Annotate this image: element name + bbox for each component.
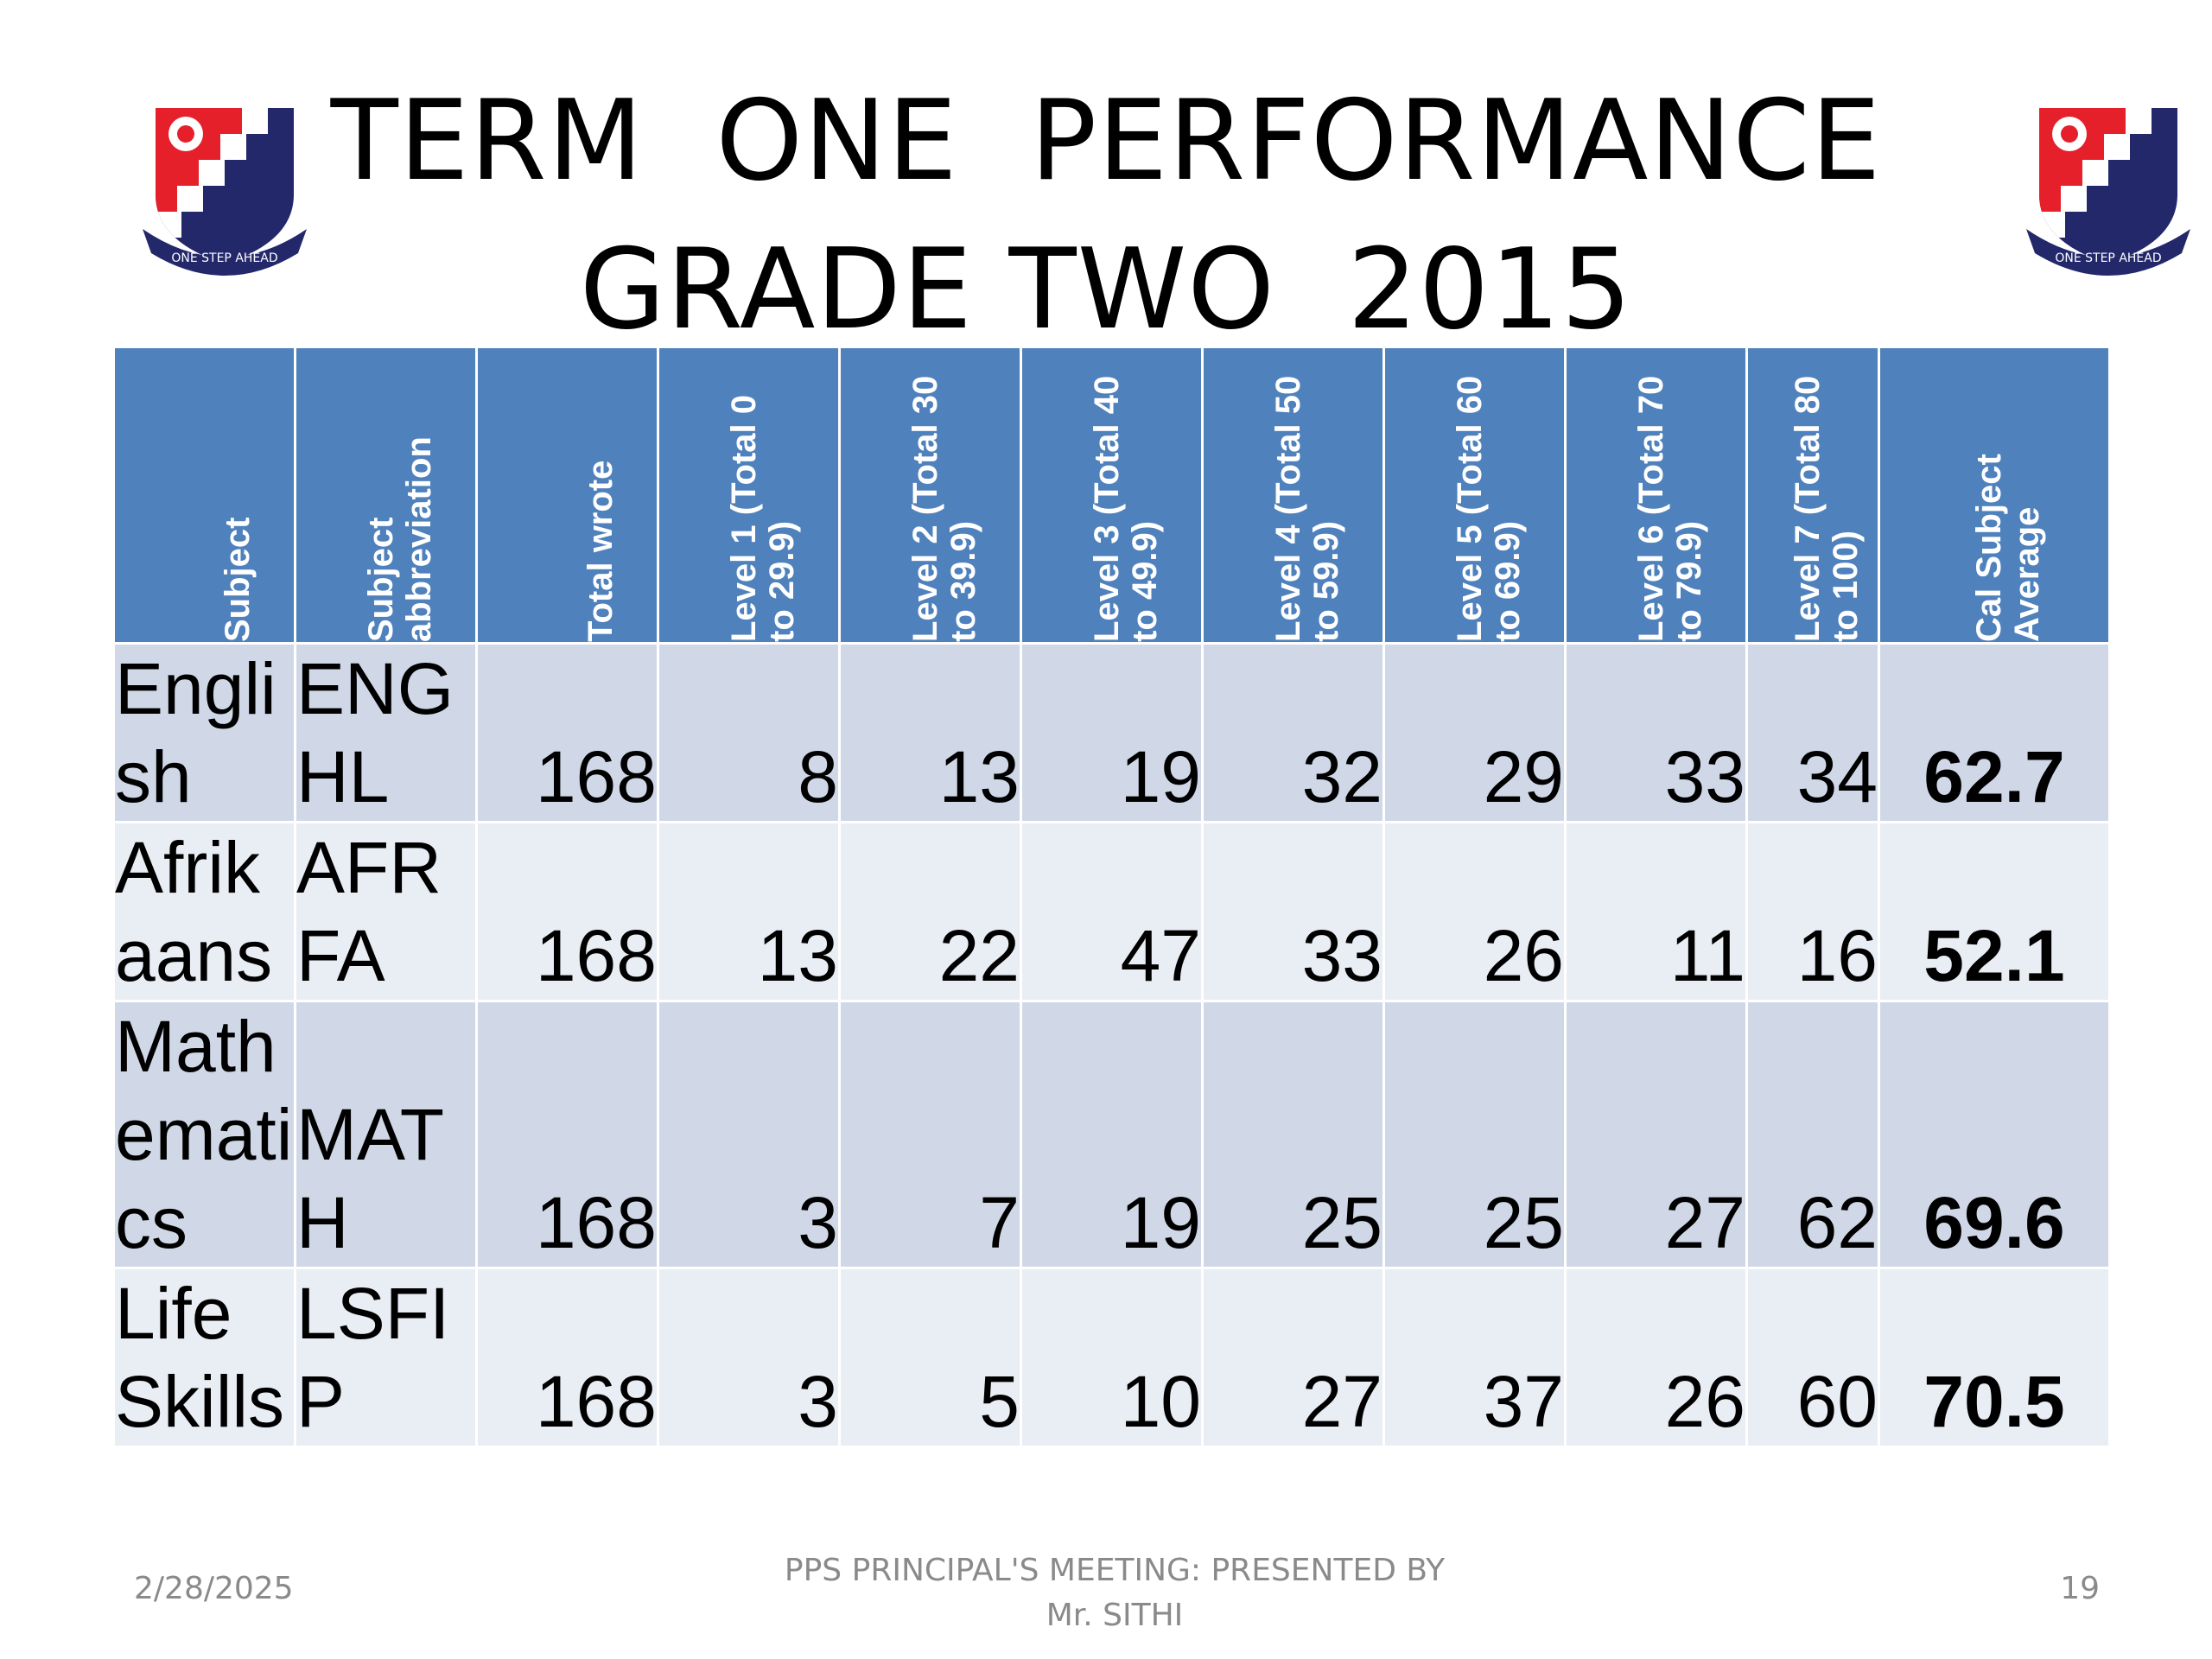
cell-level-4: 25 xyxy=(1204,1002,1382,1267)
school-crest-logo-right: ONE STEP AHEAD xyxy=(2026,108,2190,276)
cell-level-4: 33 xyxy=(1204,823,1382,1000)
header-cal-subject-average: Cal Subject Average xyxy=(1880,348,2108,642)
cell-level-6: 33 xyxy=(1567,645,1745,821)
footer-page-number: 19 xyxy=(2060,1571,2100,1606)
cell-subject-average: 52.1 xyxy=(1880,823,2108,1000)
cell-level-1: 13 xyxy=(659,823,838,1000)
header-subject: Subject xyxy=(115,348,294,642)
cell-abbreviation: LSFIP xyxy=(296,1269,475,1446)
cell-level-2: 7 xyxy=(841,1002,1020,1267)
cell-level-1: 3 xyxy=(659,1002,838,1267)
cell-level-3: 19 xyxy=(1022,645,1201,821)
cell-level-7: 16 xyxy=(1748,823,1878,1000)
cell-level-6: 26 xyxy=(1567,1269,1745,1446)
table-row-mathematics: Mathematics MATH 168 3 7 19 25 25 27 62 … xyxy=(115,1002,2108,1267)
header-level-2: Level 2 (Total 30 to 39.9) xyxy=(841,348,1020,642)
cell-abbreviation: MATH xyxy=(296,1002,475,1267)
school-crest-logo-left: ONE STEP AHEAD xyxy=(143,108,307,276)
title-line-1: TERM ONE PERFORMANCE xyxy=(330,77,1882,206)
header-level-5: Level 5 (Total 60 to 69.9) xyxy=(1385,348,1564,642)
cell-total-wrote: 168 xyxy=(478,1002,657,1267)
header-level-4: Level 4 (Total 50 to 59.9) xyxy=(1204,348,1382,642)
cell-level-5: 37 xyxy=(1385,1269,1564,1446)
header-level-1: Level 1 (Total 0 to 29.9) xyxy=(659,348,838,642)
footer-date: 2/28/2025 xyxy=(134,1571,294,1606)
cell-level-4: 27 xyxy=(1204,1269,1382,1446)
header-level-3: Level 3 (Total 40 to 49.9) xyxy=(1022,348,1201,642)
table-row-english: English ENG HL 168 8 13 19 32 29 33 34 6… xyxy=(115,645,2108,821)
cell-subject-average: 70.5 xyxy=(1880,1269,2108,1446)
title-line-2: GRADE TWO 2015 xyxy=(579,226,1633,354)
header-row: Subject Subject abbreviation Total wrote … xyxy=(115,348,2108,642)
cell-level-2: 22 xyxy=(841,823,1020,1000)
slide-title: TERM ONE PERFORMANCE GRADE TWO 2015 xyxy=(285,67,1927,365)
cell-abbreviation: ENG HL xyxy=(296,645,475,821)
footer-line-2: Mr. SITHI xyxy=(1046,1598,1184,1633)
table-row-life-skills: Life Skills LSFIP 168 3 5 10 27 37 26 60… xyxy=(115,1269,2108,1446)
cell-total-wrote: 168 xyxy=(478,823,657,1000)
cell-level-7: 62 xyxy=(1748,1002,1878,1267)
table-row-afrikaans: Afrikaans AFR FA 168 13 22 47 33 26 11 1… xyxy=(115,823,2108,1000)
cell-level-5: 25 xyxy=(1385,1002,1564,1267)
cell-level-4: 32 xyxy=(1204,645,1382,821)
cell-level-2: 5 xyxy=(841,1269,1020,1446)
cell-level-2: 13 xyxy=(841,645,1020,821)
cell-subject: Mathematics xyxy=(115,1002,294,1267)
cell-subject: Life Skills xyxy=(115,1269,294,1446)
cell-level-5: 26 xyxy=(1385,823,1564,1000)
cell-level-5: 29 xyxy=(1385,645,1564,821)
header-level-7: Level 7 (Total 80 to 100) xyxy=(1748,348,1878,642)
cell-total-wrote: 168 xyxy=(478,1269,657,1446)
cell-level-7: 34 xyxy=(1748,645,1878,821)
performance-table: Subject Subject abbreviation Total wrote … xyxy=(112,346,2111,1448)
cell-abbreviation: AFR FA xyxy=(296,823,475,1000)
cell-level-6: 11 xyxy=(1567,823,1745,1000)
cell-level-3: 19 xyxy=(1022,1002,1201,1267)
header-level-6: Level 6 (Total 70 to 79.9) xyxy=(1567,348,1745,642)
cell-subject: English xyxy=(115,645,294,821)
cell-level-7: 60 xyxy=(1748,1269,1878,1446)
crest-motto: ONE STEP AHEAD xyxy=(171,251,277,265)
header-total-wrote: Total wrote xyxy=(478,348,657,642)
cell-subject-average: 69.6 xyxy=(1880,1002,2108,1267)
cell-subject-average: 62.7 xyxy=(1880,645,2108,821)
cell-level-3: 47 xyxy=(1022,823,1201,1000)
cell-subject: Afrikaans xyxy=(115,823,294,1000)
crest-motto: ONE STEP AHEAD xyxy=(2055,251,2161,265)
cell-level-6: 27 xyxy=(1567,1002,1745,1267)
cell-total-wrote: 168 xyxy=(478,645,657,821)
header-subject-abbreviation: Subject abbreviation xyxy=(296,348,475,642)
cell-level-1: 3 xyxy=(659,1269,838,1446)
footer-presenter: PPS PRINCIPAL'S MEETING: PRESENTED BY Mr… xyxy=(691,1548,1538,1638)
cell-level-3: 10 xyxy=(1022,1269,1201,1446)
cell-level-1: 8 xyxy=(659,645,838,821)
footer-line-1: PPS PRINCIPAL'S MEETING: PRESENTED BY xyxy=(784,1553,1446,1588)
